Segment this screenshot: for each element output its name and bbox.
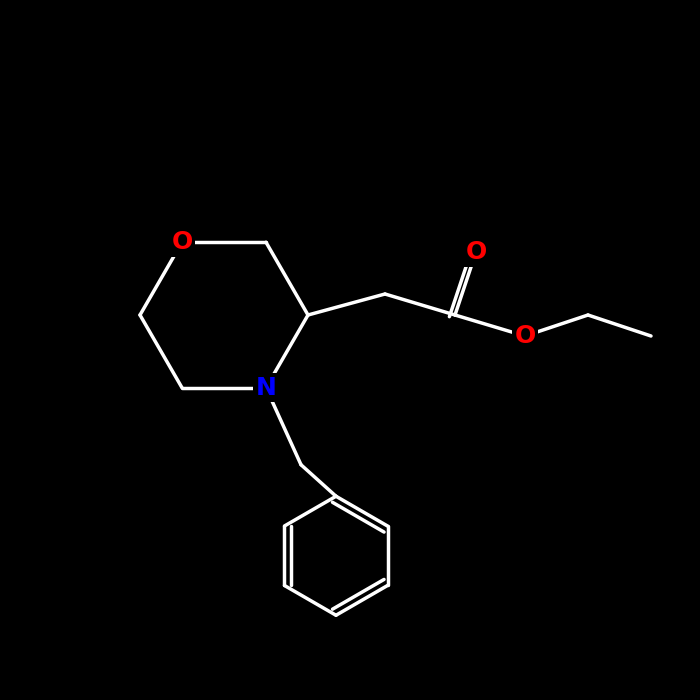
Text: O: O (172, 230, 193, 254)
Text: O: O (514, 324, 536, 348)
Text: O: O (466, 240, 486, 264)
Text: N: N (256, 376, 276, 400)
